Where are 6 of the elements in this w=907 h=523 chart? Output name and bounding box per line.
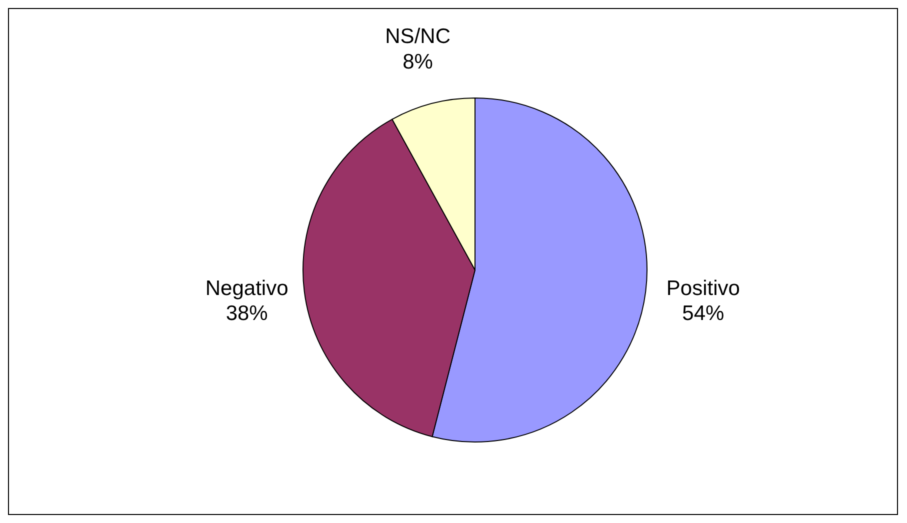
data-label: 8% [402, 50, 433, 74]
slice-label: Negativo [205, 276, 288, 300]
data-label: 54% [682, 302, 724, 326]
slice-label: NS/NC [385, 25, 450, 48]
data-label: 38% [226, 302, 268, 326]
slice-label: Positivo [666, 276, 740, 300]
